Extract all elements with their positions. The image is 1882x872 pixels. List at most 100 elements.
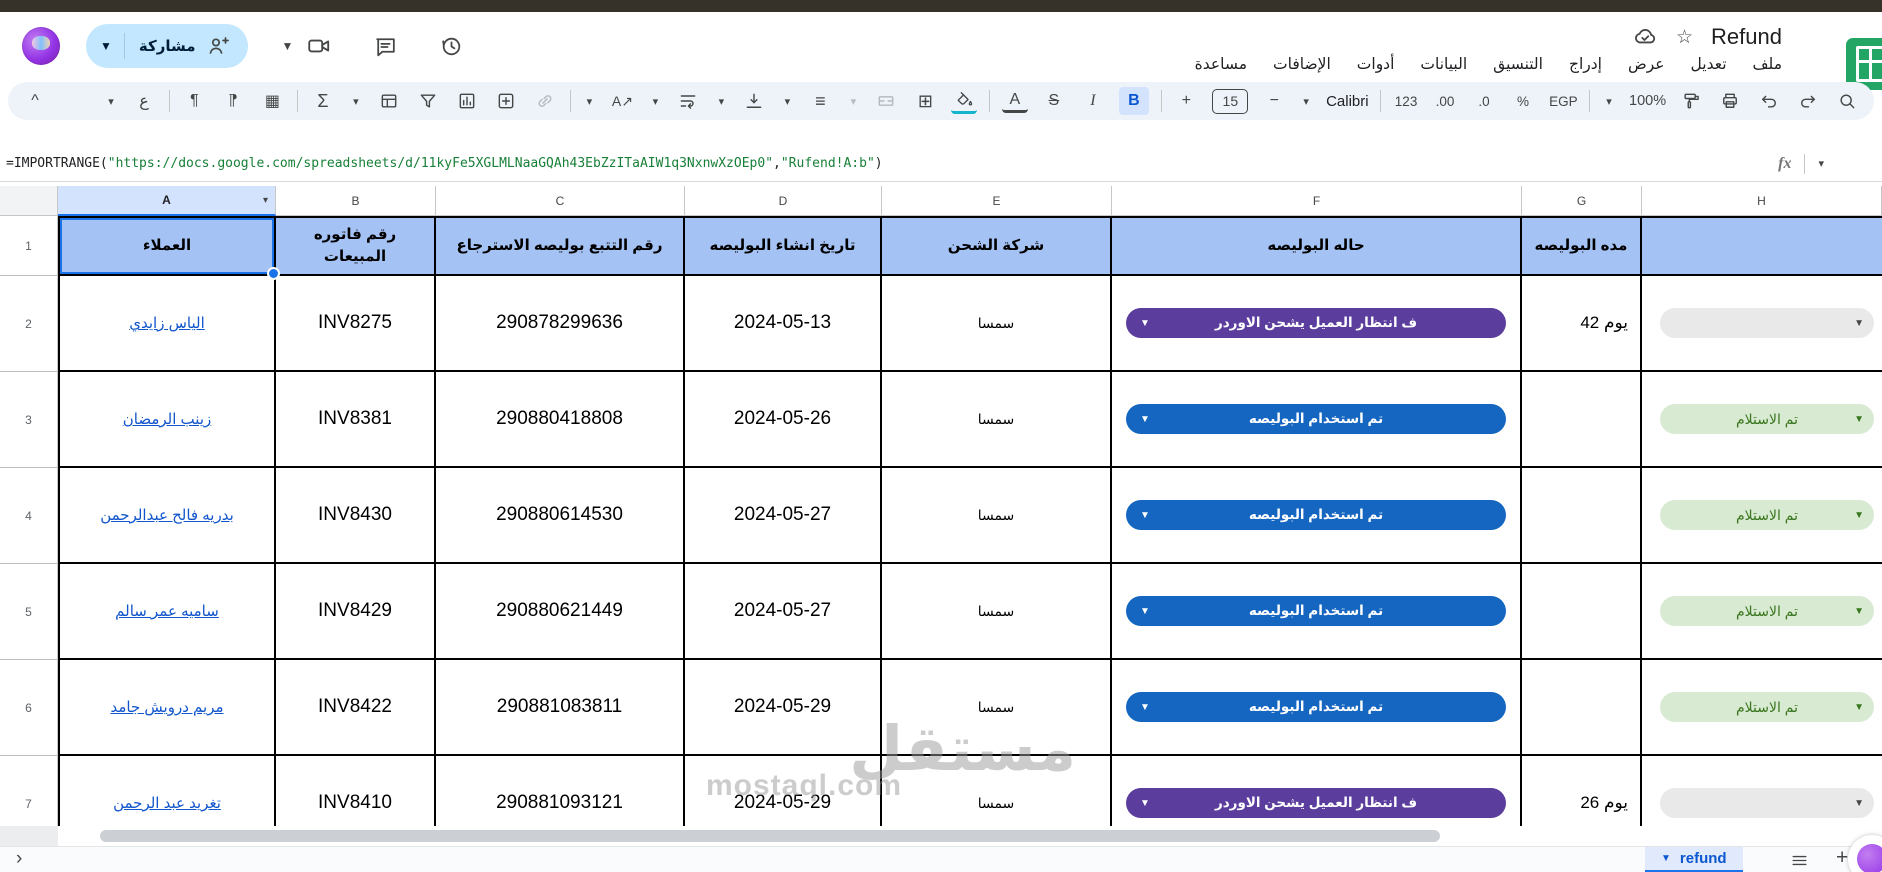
cell-tracking[interactable]: 290881093121: [436, 756, 685, 834]
cell-carrier[interactable]: سمسا: [882, 564, 1112, 660]
chevron-right-icon[interactable]: ›: [16, 848, 23, 869]
chevron-down-icon[interactable]: ▾: [108, 95, 114, 108]
number-format-icon[interactable]: 123: [1394, 93, 1418, 109]
cell-customer[interactable]: ساميه عمر سالم: [58, 564, 276, 660]
cell-invoice[interactable]: INV8410: [276, 756, 436, 834]
header-cell-invoice[interactable]: رقم فاتوره المبيعات: [276, 216, 436, 276]
search-icon[interactable]: [1834, 87, 1860, 115]
menu-item[interactable]: البيانات: [1420, 56, 1468, 73]
cell-date[interactable]: 2024-05-29: [685, 756, 882, 834]
fill-color-icon[interactable]: [951, 89, 978, 114]
chevron-down-icon[interactable]: ▾: [353, 95, 359, 108]
status-dropdown-chip[interactable]: ▼ تم استخدام البوليصه: [1126, 500, 1506, 530]
header-cell-duration[interactable]: مده البوليصه: [1522, 216, 1642, 276]
cell-customer[interactable]: زينب الرمضان: [58, 372, 276, 468]
cell-status[interactable]: ▼ تم استخدام البوليصه: [1112, 564, 1522, 660]
cell-customer[interactable]: الياس زايدي: [58, 276, 276, 372]
cell-status[interactable]: ▼ تم استخدام البوليصه: [1112, 660, 1522, 756]
customer-link[interactable]: بدريه فالح عبدالرحمن: [100, 507, 234, 524]
cell-invoice[interactable]: INV8429: [276, 564, 436, 660]
menu-item[interactable]: التنسيق: [1493, 56, 1543, 73]
chevron-down-icon[interactable]: ▾: [1818, 158, 1824, 170]
cell-duration[interactable]: [1522, 372, 1642, 468]
increase-font-size-icon[interactable]: +: [1181, 92, 1192, 109]
cell-tracking[interactable]: 290880418808: [436, 372, 685, 468]
column-header-f[interactable]: F: [1112, 186, 1522, 216]
sheets-logo-icon[interactable]: [1846, 38, 1882, 90]
sheet-tab-refund[interactable]: ▼ refund: [1645, 847, 1743, 872]
row-number[interactable]: 4: [0, 468, 58, 564]
customer-link[interactable]: ساميه عمر سالم: [115, 603, 219, 620]
filter-icon[interactable]: [415, 87, 441, 115]
text-color-icon[interactable]: A: [1001, 90, 1028, 113]
cell-receipt[interactable]: تم الاستلام ▼: [1642, 660, 1882, 756]
row-number[interactable]: 1: [0, 216, 58, 276]
customer-link[interactable]: الياس زايدي: [129, 315, 205, 332]
customer-link[interactable]: زينب الرمضان: [122, 411, 212, 428]
cell-carrier[interactable]: سمسا: [882, 372, 1112, 468]
menu-item[interactable]: الإضافات: [1273, 56, 1331, 73]
column-header-c[interactable]: C: [436, 186, 685, 216]
cell-receipt[interactable]: ▼: [1642, 756, 1882, 834]
header-cell-carrier[interactable]: شركة الشحن: [882, 216, 1112, 276]
redo-icon[interactable]: [1795, 87, 1821, 115]
input-tools-icon[interactable]: ع: [139, 93, 149, 110]
row-number[interactable]: 5: [0, 564, 58, 660]
horizontal-scrollbar[interactable]: [100, 830, 1440, 842]
strikethrough-icon[interactable]: S: [1048, 92, 1060, 109]
cell-carrier[interactable]: سمسا: [882, 276, 1112, 372]
status-dropdown-chip[interactable]: ▼ ف انتظار العميل يشحن الاوردر: [1126, 308, 1506, 338]
vertical-align-icon[interactable]: [741, 87, 767, 115]
cell-status[interactable]: ▼ ف انتظار العميل يشحن الاوردر: [1112, 756, 1522, 834]
cell-status[interactable]: ▼ ف انتظار العميل يشحن الاوردر: [1112, 276, 1522, 372]
insert-icon[interactable]: [493, 87, 519, 115]
cell-customer[interactable]: بدريه فالح عبدالرحمن: [58, 468, 276, 564]
menu-item[interactable]: ملف: [1752, 56, 1782, 73]
menu-item[interactable]: عرض: [1627, 56, 1665, 73]
row-number[interactable]: 2: [0, 276, 58, 372]
column-header-e[interactable]: E: [882, 186, 1112, 216]
cell-duration[interactable]: [1522, 468, 1642, 564]
cell-carrier[interactable]: سمسا: [882, 468, 1112, 564]
cell-tracking[interactable]: 290881083811: [436, 660, 685, 756]
cell-tracking[interactable]: 290880614530: [436, 468, 685, 564]
menu-item[interactable]: تعديل: [1690, 56, 1727, 73]
doc-title[interactable]: Refund: [1711, 24, 1782, 49]
horizontal-align-icon[interactable]: ≡: [815, 90, 826, 111]
merge-cells-icon[interactable]: [873, 87, 899, 115]
cell-date[interactable]: 2024-05-29: [685, 660, 882, 756]
header-cell-status[interactable]: حاله البوليصه: [1112, 216, 1522, 276]
cell-status[interactable]: ▼ تم استخدام البوليصه: [1112, 372, 1522, 468]
cell-invoice[interactable]: INV8381: [276, 372, 436, 468]
cell-carrier[interactable]: سمسا: [882, 756, 1112, 834]
cell-tracking[interactable]: 290878299636: [436, 276, 685, 372]
header-cell-date[interactable]: تاريخ انشاء البوليصه: [685, 216, 882, 276]
cell-date[interactable]: 2024-05-27: [685, 564, 882, 660]
header-cell-tracking[interactable]: رقم التتبع بوليصه الاسترجاع: [436, 216, 685, 276]
column-header-a[interactable]: A ▾: [58, 186, 276, 216]
sheets-views-icon[interactable]: [376, 87, 402, 115]
undo-icon[interactable]: [1756, 87, 1782, 115]
chevron-down-icon[interactable]: ▼: [100, 39, 112, 53]
formula-bar[interactable]: =IMPORTRANGE("https://docs.google.com/sp…: [0, 146, 1882, 182]
star-icon[interactable]: ☆: [1676, 26, 1694, 48]
cell-customer[interactable]: تغريد عبد الرحمن: [58, 756, 276, 834]
decrease-decimal-icon[interactable]: .00: [1435, 93, 1455, 109]
chevron-down-icon[interactable]: ▾: [718, 95, 725, 108]
chevron-down-icon[interactable]: ▾: [652, 95, 659, 108]
chevron-down-icon[interactable]: ▾: [850, 95, 857, 108]
text-rotation-icon[interactable]: A↗: [611, 92, 633, 109]
cell-duration[interactable]: يوم 26: [1522, 756, 1642, 834]
chevron-down-icon[interactable]: ▼: [281, 39, 294, 53]
cell-tracking[interactable]: 290880621449: [436, 564, 685, 660]
percent-format-icon[interactable]: %: [1517, 93, 1530, 109]
column-header-d[interactable]: D: [685, 186, 882, 216]
add-sheet-icon[interactable]: +: [1836, 846, 1849, 869]
cell-carrier[interactable]: سمسا: [882, 660, 1112, 756]
functions-icon[interactable]: Σ: [317, 90, 329, 111]
status-dropdown-chip[interactable]: ▼ تم استخدام البوليصه: [1126, 692, 1506, 722]
cell-receipt[interactable]: تم الاستلام ▼: [1642, 564, 1882, 660]
row-number[interactable]: 3: [0, 372, 58, 468]
comment-icon[interactable]: [365, 26, 405, 66]
insert-link-icon[interactable]: [532, 87, 558, 115]
